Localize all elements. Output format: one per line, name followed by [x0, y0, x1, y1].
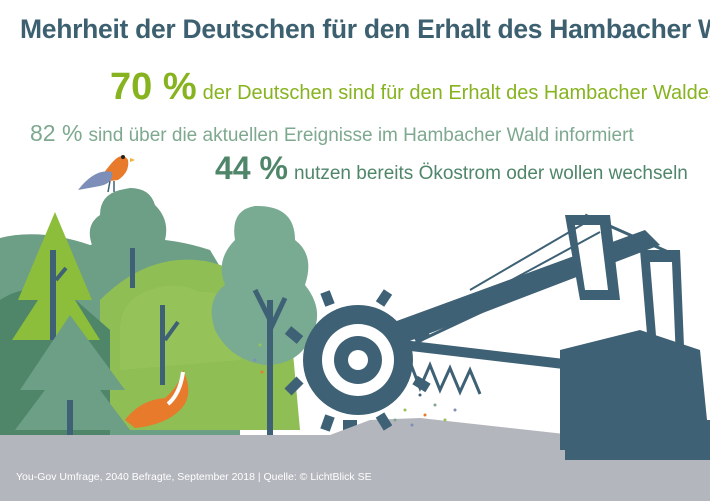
bucket-wheel-excavator-icon [284, 213, 710, 460]
tree-tall-left [12, 212, 100, 340]
stat-70: 70 % der Deutschen sind für den Erhalt de… [110, 66, 710, 109]
stat-value: 70 % [110, 66, 197, 108]
dirt-particles [253, 343, 457, 427]
tree-center [211, 205, 318, 445]
tree-left-front [15, 315, 130, 440]
stat-text: der Deutschen sind für den Erhalt des Ha… [202, 82, 710, 104]
tree-bird [89, 188, 167, 288]
stat-value: 44 % [215, 150, 288, 186]
stat-82: 82 % sind über die aktuellen Ereignisse i… [30, 120, 634, 147]
stat-text: sind über die aktuellen Ereignisse im Ha… [88, 125, 634, 146]
stat-44: 44 % nutzen bereits Ökostrom oder wollen … [215, 150, 688, 187]
stat-text: nutzen bereits Ökostrom oder wollen wech… [293, 163, 688, 184]
source-footer: You-Gov Umfrage, 2040 Befragte, Septembe… [16, 471, 372, 483]
page-title: Mehrheit der Deutschen für den Erhalt de… [20, 14, 710, 44]
bird-icon [78, 155, 135, 193]
ground [0, 418, 710, 501]
stat-value: 82 % [30, 120, 83, 146]
fox-icon [125, 370, 189, 428]
